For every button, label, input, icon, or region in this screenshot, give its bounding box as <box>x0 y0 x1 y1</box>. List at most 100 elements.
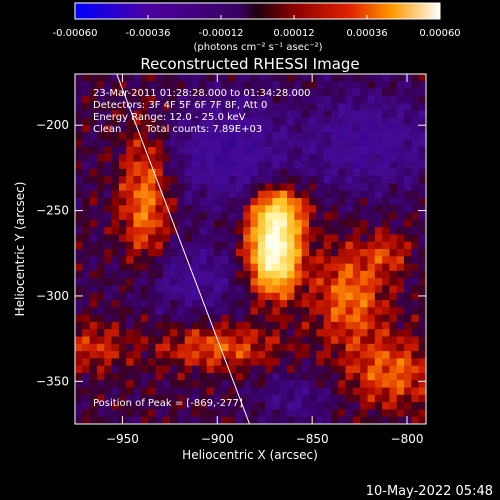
heatmap-cell <box>330 190 339 199</box>
heatmap-cell <box>155 409 164 418</box>
heatmap-cell <box>330 358 339 367</box>
heatmap-cell <box>126 205 135 214</box>
heatmap-cell <box>360 219 369 228</box>
heatmap-cell <box>360 117 369 126</box>
heatmap-cell <box>221 380 230 389</box>
heatmap-cell <box>118 212 127 221</box>
heatmap-cell <box>257 117 266 126</box>
heatmap-cell <box>126 125 135 133</box>
heatmap-cell <box>338 154 347 163</box>
heatmap-cell <box>228 365 237 374</box>
heatmap-cell <box>126 380 135 389</box>
heatmap-cell <box>382 125 391 133</box>
heatmap-cell <box>367 416 376 424</box>
heatmap-cell <box>96 205 105 214</box>
heatmap-cell <box>184 103 193 112</box>
heatmap-cell <box>374 256 383 265</box>
heatmap-cell <box>309 176 317 184</box>
heatmap-cell <box>177 205 186 214</box>
heatmap-cell <box>140 219 149 228</box>
heatmap-cell <box>360 88 369 97</box>
heatmap-cell <box>418 234 426 243</box>
heatmap-cell <box>396 372 405 381</box>
heatmap-cell <box>345 117 354 126</box>
heatmap-cell <box>111 197 120 206</box>
heatmap-cell <box>367 74 376 82</box>
heatmap-cell <box>162 205 171 214</box>
heatmap-cell <box>126 219 135 228</box>
heatmap-cell <box>367 394 376 403</box>
heatmap-cell <box>118 285 127 294</box>
heatmap-cell <box>382 205 391 214</box>
heatmap-cell <box>272 176 281 184</box>
heatmap-cell <box>411 103 420 112</box>
heatmap-cell <box>316 314 325 323</box>
heatmap-cell <box>323 154 332 163</box>
heatmap-cell <box>213 183 222 192</box>
heatmap-cell <box>323 103 332 112</box>
heatmap-cell <box>199 146 208 155</box>
heatmap-cell <box>323 219 332 228</box>
heatmap-cell <box>221 139 230 148</box>
heatmap-cell <box>345 74 354 82</box>
heatmap-cell <box>206 416 215 424</box>
heatmap-cell <box>360 292 369 301</box>
heatmap-cell <box>250 95 259 104</box>
heatmap-cell <box>352 212 361 221</box>
heatmap-cell <box>250 409 259 418</box>
heatmap-cell <box>389 372 398 381</box>
heatmap-cell <box>184 146 193 155</box>
heatmap-cell <box>287 197 295 206</box>
heatmap-cell <box>374 351 383 359</box>
heatmap-cell <box>360 285 369 294</box>
heatmap-cell <box>96 416 105 424</box>
heatmap-cell <box>389 95 398 104</box>
heatmap-cell <box>243 81 252 90</box>
heatmap-cell <box>228 197 237 206</box>
heatmap-cell <box>213 146 222 155</box>
heatmap-cell <box>206 256 215 265</box>
heatmap-cell <box>155 146 164 155</box>
heatmap-cell <box>404 329 412 338</box>
heatmap-cell <box>133 292 142 301</box>
heatmap-cell <box>228 125 237 133</box>
heatmap-cell <box>170 387 178 396</box>
heatmap-cell <box>228 329 237 338</box>
heatmap-cell <box>301 365 310 374</box>
heatmap-cell <box>235 205 244 214</box>
heatmap-cell <box>155 329 164 338</box>
heatmap-cell <box>309 409 317 418</box>
heatmap-cell <box>148 110 157 119</box>
heatmap-cell <box>330 351 339 359</box>
heatmap-cell <box>140 168 149 177</box>
heatmap-cell <box>382 409 391 418</box>
heatmap-cell <box>148 139 157 148</box>
heatmap-cell <box>104 358 113 367</box>
heatmap-cell <box>89 256 98 265</box>
heatmap-cell <box>213 314 222 323</box>
heatmap-cell <box>382 329 391 338</box>
heatmap-cell <box>228 343 237 352</box>
heatmap-cell <box>396 292 405 301</box>
heatmap-cell <box>192 197 200 206</box>
heatmap-cell <box>243 132 252 141</box>
heatmap-cell <box>184 263 193 272</box>
heatmap-cell <box>374 139 383 148</box>
heatmap-cell <box>250 278 259 287</box>
heatmap-cell <box>89 197 98 206</box>
heatmap-cell <box>287 321 295 330</box>
heatmap-cell <box>360 380 369 389</box>
heatmap-cell <box>338 74 347 82</box>
heatmap-cell <box>170 329 178 338</box>
heatmap-cell <box>316 336 325 345</box>
heatmap-cell <box>345 234 354 243</box>
heatmap-cell <box>330 380 339 389</box>
heatmap-cell <box>287 256 295 265</box>
heatmap-cell <box>148 285 157 294</box>
heatmap-cell <box>279 343 288 352</box>
heatmap-cell <box>345 249 354 257</box>
heatmap-cell <box>118 365 127 374</box>
heatmap-cell <box>75 387 83 396</box>
heatmap-cell <box>148 219 157 228</box>
